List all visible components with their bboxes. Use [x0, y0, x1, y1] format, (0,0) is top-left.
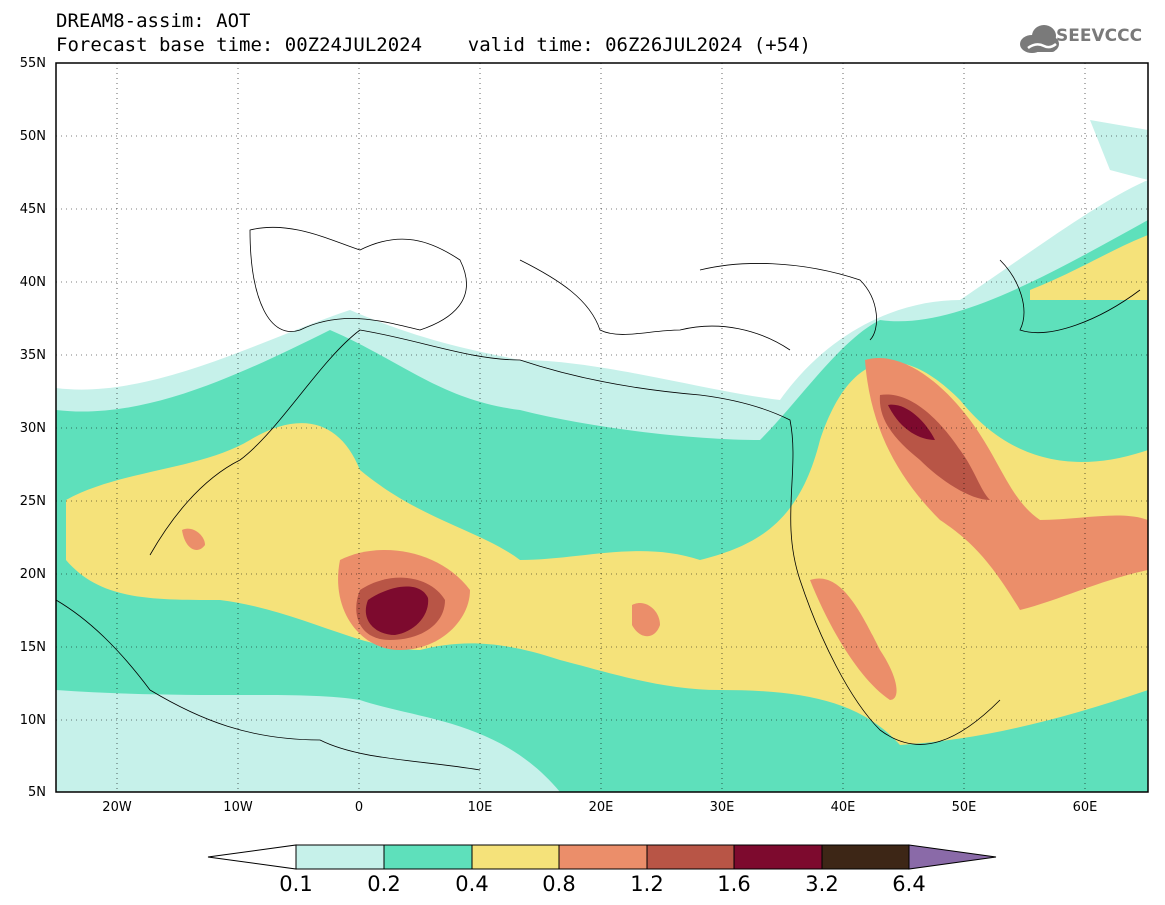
lat-label: 40N	[19, 275, 46, 290]
lat-label: 50N	[19, 129, 46, 144]
lat-label: 45N	[19, 202, 46, 217]
graticule	[56, 63, 1148, 792]
lon-label: 50E	[951, 800, 977, 815]
lat-label: 15N	[19, 640, 46, 655]
colorbar	[207, 844, 997, 870]
lon-label: 20W	[102, 800, 132, 815]
colorbar-label: 0.8	[542, 872, 576, 896]
lon-label: 0	[354, 800, 364, 815]
map-title: DREAM8-assim: AOT	[56, 10, 251, 32]
aot-band-1.6	[365, 586, 429, 635]
lat-label: 10N	[19, 713, 46, 728]
lat-label: 55N	[19, 56, 46, 71]
coastlines	[56, 226, 1141, 771]
lon-label: 10W	[223, 800, 253, 815]
map-frame	[55, 62, 1149, 793]
lat-label: 5N	[28, 785, 46, 800]
lon-label: 60E	[1072, 800, 1098, 815]
lat-label: 20N	[19, 567, 46, 582]
lon-label: 40E	[830, 800, 856, 815]
colorbar-label: 6.4	[892, 872, 926, 896]
lon-label: 10E	[467, 800, 493, 815]
colorbar-label: 1.2	[630, 872, 664, 896]
colorbar-label: 0.2	[367, 872, 401, 896]
lat-label: 35N	[19, 348, 46, 363]
colorbar-label: 1.6	[717, 872, 751, 896]
lon-label: 30E	[709, 800, 735, 815]
cloud-icon	[1020, 25, 1059, 53]
seevccc-logo	[1020, 25, 1059, 53]
colorbar-label: 0.1	[279, 872, 313, 896]
forecast-time-line: Forecast base time: 00Z24JUL2024 valid t…	[56, 34, 811, 56]
lat-label: 30N	[19, 421, 46, 436]
colorbar-label: 3.2	[805, 872, 839, 896]
aot-field	[56, 120, 1148, 792]
logo-text: SEEVCCC	[1056, 26, 1143, 46]
lat-label: 25N	[19, 494, 46, 509]
lon-label: 20E	[588, 800, 614, 815]
colorbar-label: 0.4	[455, 872, 489, 896]
